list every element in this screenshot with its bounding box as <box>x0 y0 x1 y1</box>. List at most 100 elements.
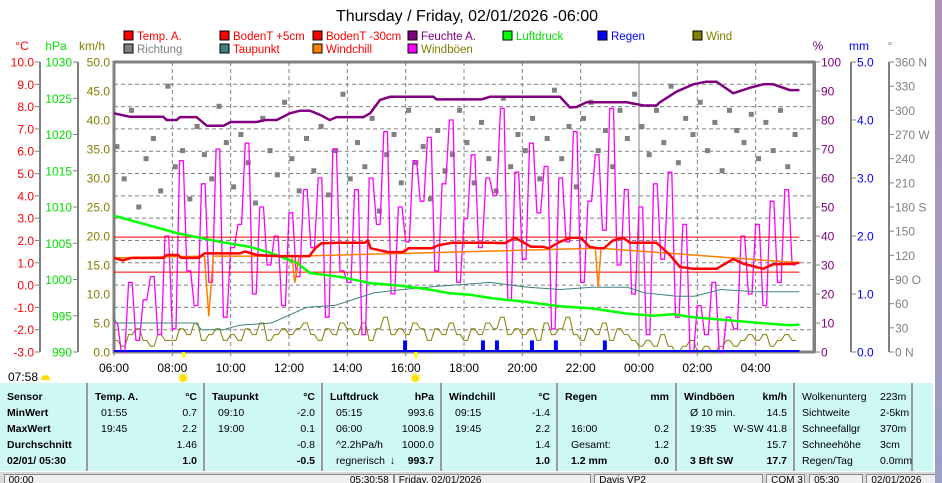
legend-swatch-0 <box>123 30 134 41</box>
table-row: 1.0 <box>442 453 556 469</box>
direction-point <box>573 184 579 190</box>
table-row: ^2.2hPa/h 1000.0 <box>323 437 440 453</box>
cell-value: 993.7 <box>407 455 434 467</box>
x-tick-label: 18:00 <box>449 361 479 375</box>
direction-point <box>136 204 142 210</box>
direction-point <box>158 188 164 194</box>
axis-tick-label-temp: 10.0 <box>11 56 35 70</box>
table-column-windchill: Windchill °C 09:15 -1.4 19:45 2.2 1.4 1.0 <box>442 383 558 471</box>
direction-point <box>646 152 652 158</box>
direction-point <box>792 132 798 137</box>
direction-point <box>756 156 762 162</box>
legend-swatch-2 <box>312 30 323 41</box>
table-row: 05:15 993.6 <box>323 405 440 421</box>
axis-tick-label-temp: 1.0 <box>17 256 34 270</box>
axis-tick-label-wind: 50.0 <box>87 56 111 70</box>
cell-value: 0.7 <box>182 407 197 419</box>
legend-label: Richtung <box>137 44 182 56</box>
axis-tick-label-pressure: 990 <box>52 346 72 360</box>
table-column-taupunkt: Taupunkt °C 09:10 -2.0 19:00 0.1 -0.8 -0.5 <box>205 383 323 471</box>
axis-tick-label-rain: 5.0 <box>857 56 874 70</box>
x-tick-label: 20:00 <box>507 361 537 375</box>
axis-tick-label-pressure: 1015 <box>45 164 72 178</box>
direction-point <box>267 148 273 154</box>
column-header: Luftdruck <box>330 391 379 403</box>
x-tick-label: 02:00 <box>682 361 712 375</box>
direction-point <box>763 119 769 125</box>
direction-point <box>500 95 506 101</box>
axis-tick-label-direction: 60 <box>895 297 909 311</box>
direction-point <box>187 196 193 202</box>
axis-tick-label-direction: 330 <box>895 80 915 94</box>
direction-point <box>355 140 361 146</box>
extra-value: 0.0mm <box>880 455 913 467</box>
status-cell: 05:30 <box>809 474 863 483</box>
status-text: 05:30 <box>814 475 840 483</box>
cell-label: Ø 10 min. <box>690 407 736 419</box>
direction-point <box>522 148 528 154</box>
axis-tick-label-pressure: 1000 <box>45 273 72 287</box>
column-header: Temp. A. <box>95 391 139 403</box>
direction-point <box>690 132 696 137</box>
legend-swatch-3 <box>407 30 418 41</box>
axis-unit-humidity: % <box>813 39 824 53</box>
cell-value: 15.7 <box>766 439 787 451</box>
extra-row: Regen/Tag 0.0mm <box>795 453 913 469</box>
axis-tick-label-rain: 1.0 <box>857 288 874 302</box>
status-text: Friday, 02/01/2026 <box>398 475 482 483</box>
axis-tick-label-temp: 9.0 <box>17 78 34 92</box>
direction-point <box>420 144 426 150</box>
axis-tick-label-humidity: 50 <box>821 201 835 215</box>
direction-point <box>675 160 681 166</box>
axis-tick-label-temp: 8.0 <box>17 100 34 114</box>
cell-value: 1.4 <box>535 439 550 451</box>
gust-line <box>114 107 796 353</box>
legend-swatch-9 <box>312 43 323 54</box>
cell-value: -0.5 <box>296 455 315 467</box>
cell-value: -2.0 <box>296 407 315 419</box>
status-bar: 00:00 05:30:58 Friday, 02/01/2026 Davis VP2… <box>0 472 935 483</box>
cell-label: 3 Bft SW <box>690 455 734 467</box>
table-row: 15.7 <box>677 437 793 453</box>
axis-tick-label-direction: 30 <box>895 321 909 335</box>
direction-point <box>413 160 419 166</box>
direction-point <box>479 119 484 125</box>
cell-label: 19:35 <box>690 423 717 435</box>
table-header-row: Sensor <box>0 389 86 405</box>
direction-point <box>544 136 550 142</box>
extra-label: Schneefallgr <box>802 423 861 435</box>
direction-point <box>296 188 302 194</box>
column-header: Windböen <box>684 391 735 403</box>
direction-point <box>311 168 317 174</box>
legend-label: Windböen <box>421 44 473 56</box>
direction-point <box>427 196 433 202</box>
status-cell: Davis VP2 <box>594 474 763 483</box>
direction-point <box>318 123 324 129</box>
axis-tick-label-humidity: 30 <box>821 259 835 273</box>
rain-bar <box>403 340 408 352</box>
table-row: 06:00 1008.9 <box>323 421 440 437</box>
axis-tick-label-temp: 5.0 <box>17 167 34 181</box>
direction-point <box>442 168 448 174</box>
table-column-windben: Windböen km/h Ø 10 min. 14.5 19:35 W-SW 41.8 1… <box>677 383 795 471</box>
axis-tick-label-direction: 240 <box>895 152 915 166</box>
cell-label: 19:45 <box>101 423 128 435</box>
axis-tick-label-pressure: 1010 <box>45 201 72 215</box>
cell-value: 1.2 <box>654 439 669 451</box>
legend-swatch-8 <box>219 43 230 54</box>
direction-point <box>617 107 623 113</box>
direction-point <box>274 172 280 178</box>
legend-swatch-10 <box>407 43 418 54</box>
direction-point <box>748 111 754 117</box>
table-row: 1.46 <box>88 437 203 453</box>
x-tick-label: 16:00 <box>391 361 421 375</box>
direction-point <box>734 127 740 133</box>
direction-point <box>223 140 229 146</box>
axis-tick-label-temp: 0.0 <box>17 279 34 293</box>
axis-unit-temp: °C <box>15 39 29 53</box>
table-row: 3 Bft SW 17.7 <box>677 453 793 469</box>
axis-tick-label-humidity: 40 <box>821 230 835 244</box>
direction-point <box>333 148 339 154</box>
direction-point <box>610 164 616 170</box>
direction-point <box>114 144 120 150</box>
